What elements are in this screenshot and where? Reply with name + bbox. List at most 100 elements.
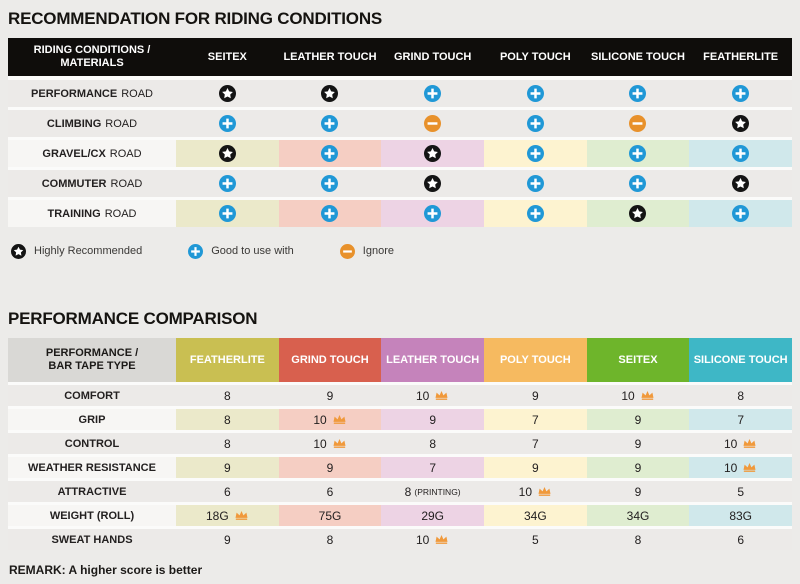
riding-column-header: SEITEX xyxy=(207,51,247,63)
performance-value-cell: 9 xyxy=(483,457,587,478)
performance-row-label: WEIGHT (ROLL) xyxy=(8,505,176,526)
score-value: 8 xyxy=(634,532,642,547)
riding-rating-cell xyxy=(689,80,792,107)
score-note: (PRINTING) xyxy=(414,486,461,497)
riding-row-label: COMMUTER ROAD xyxy=(8,170,176,197)
performance-value-cell: 9 xyxy=(176,457,279,478)
riding-rating-cell xyxy=(278,170,382,197)
riding-column-header: SILICONE TOUCH xyxy=(591,51,685,63)
riding-rating-cell xyxy=(278,80,382,107)
riding-rating-cell xyxy=(176,140,279,167)
performance-value-cell: 75G xyxy=(278,505,382,526)
performance-table: PERFORMANCE / BAR TAPE TYPE FEATHERLITE G… xyxy=(8,338,792,550)
performance-value-cell: 7 xyxy=(483,409,587,430)
performance-row-label: SWEAT HANDS xyxy=(8,529,176,550)
performance-value-cell: 7 xyxy=(483,433,587,454)
performance-value-cell: 18G xyxy=(176,505,279,526)
score-value: 10 xyxy=(313,412,327,427)
riding-rating-cell xyxy=(586,80,690,107)
performance-row-label: GRIP xyxy=(8,409,176,430)
performance-row: ATTRACTIVE 6 6 8 (PRINTING) 10 9 5 xyxy=(8,481,792,502)
performance-row: WEIGHT (ROLL) 18G 75G 29G 34G 34G 83G xyxy=(8,505,792,526)
riding-rating-cell xyxy=(483,110,587,137)
plus-icon xyxy=(526,85,544,102)
performance-row: SWEAT HANDS 9 8 10 5 8 6 xyxy=(8,529,792,550)
performance-value-cell: 8 xyxy=(176,385,279,406)
performance-column-header: FEATHERLITE xyxy=(176,338,279,382)
performance-value-cell: 9 xyxy=(586,409,690,430)
crown-icon xyxy=(538,486,551,496)
star-icon xyxy=(732,115,750,132)
performance-value-cell: 5 xyxy=(689,481,792,502)
riding-rating-cell xyxy=(689,110,792,137)
score-value: 10 xyxy=(415,532,430,547)
riding-column-header: LEATHER TOUCH xyxy=(283,51,377,63)
riding-row: TRAINING ROAD xyxy=(8,200,792,227)
riding-column-header: GRIND TOUCH xyxy=(393,51,472,63)
plus-icon xyxy=(732,145,750,162)
star-icon xyxy=(424,145,442,162)
score-value: 10 xyxy=(313,436,327,451)
riding-rating-cell xyxy=(176,80,279,107)
score-value: 9 xyxy=(531,460,539,475)
score-value: 10 xyxy=(518,484,532,499)
score-value: 7 xyxy=(531,412,539,427)
plus-icon xyxy=(629,175,647,192)
crown-icon xyxy=(641,390,654,400)
riding-rating-cell xyxy=(381,110,484,137)
performance-value-cell: 29G xyxy=(381,505,484,526)
performance-column-header: SILICONE TOUCH xyxy=(689,338,792,382)
star-icon xyxy=(629,205,647,222)
performance-table-header: PERFORMANCE / BAR TAPE TYPE FEATHERLITE G… xyxy=(8,338,792,382)
plus-icon xyxy=(321,145,339,162)
crown-icon xyxy=(743,438,756,448)
score-value: 9 xyxy=(326,460,334,475)
plus-icon xyxy=(629,145,647,162)
performance-value-cell: 8 xyxy=(381,433,484,454)
legend-label: Ignore xyxy=(362,245,394,257)
score-value: 9 xyxy=(223,532,231,547)
riding-column-header: POLY TOUCH xyxy=(499,51,571,63)
performance-value-cell: 6 xyxy=(278,481,382,502)
performance-value-cell: 10 xyxy=(381,529,484,550)
riding-row: COMMUTER ROAD xyxy=(8,170,792,197)
score-value: 8 xyxy=(223,388,231,403)
star-icon xyxy=(424,175,442,192)
riding-rating-cell xyxy=(381,80,484,107)
crown-icon xyxy=(333,438,346,448)
crown-icon xyxy=(333,414,346,424)
score-value: 8 xyxy=(404,484,412,499)
riding-rating-cell xyxy=(689,140,792,167)
performance-value-cell: 10 xyxy=(689,433,792,454)
star-icon xyxy=(218,85,236,102)
riding-corner-header: RIDING CONDITIONS / MATERIALS xyxy=(33,44,151,69)
plus-icon xyxy=(526,145,544,162)
plus-icon xyxy=(424,85,442,102)
riding-rating-cell xyxy=(381,140,484,167)
plus-icon xyxy=(321,115,339,132)
legend-item: Good to use with xyxy=(188,243,294,259)
performance-value-cell: 8 xyxy=(176,409,279,430)
performance-value-cell: 10 xyxy=(586,385,690,406)
riding-rating-cell xyxy=(278,140,382,167)
performance-value-cell: 8 xyxy=(278,529,382,550)
score-value: 34G xyxy=(523,508,547,523)
plus-icon xyxy=(732,205,750,222)
performance-value-cell: 8 xyxy=(689,385,792,406)
star-icon xyxy=(11,243,26,259)
riding-rating-cell xyxy=(586,110,690,137)
score-value: 9 xyxy=(634,460,642,475)
riding-rating-cell xyxy=(381,170,484,197)
crown-icon xyxy=(435,390,448,400)
plus-icon xyxy=(424,205,442,222)
score-value: 10 xyxy=(621,388,635,403)
riding-table: RIDING CONDITIONS / MATERIALS SEITEX LEAT… xyxy=(8,38,792,227)
riding-row-label: TRAINING ROAD xyxy=(8,200,176,227)
performance-section-title: PERFORMANCE COMPARISON xyxy=(8,309,258,328)
performance-value-cell: 9 xyxy=(278,457,382,478)
performance-row: WEATHER RESISTANCE 9 9 7 9 9 10 xyxy=(8,457,792,478)
score-value: 83G xyxy=(729,508,752,523)
riding-row: GRAVEL/CX ROAD xyxy=(8,140,792,167)
riding-section-title: RECOMMENDATION FOR RIDING CONDITIONS xyxy=(8,9,383,28)
